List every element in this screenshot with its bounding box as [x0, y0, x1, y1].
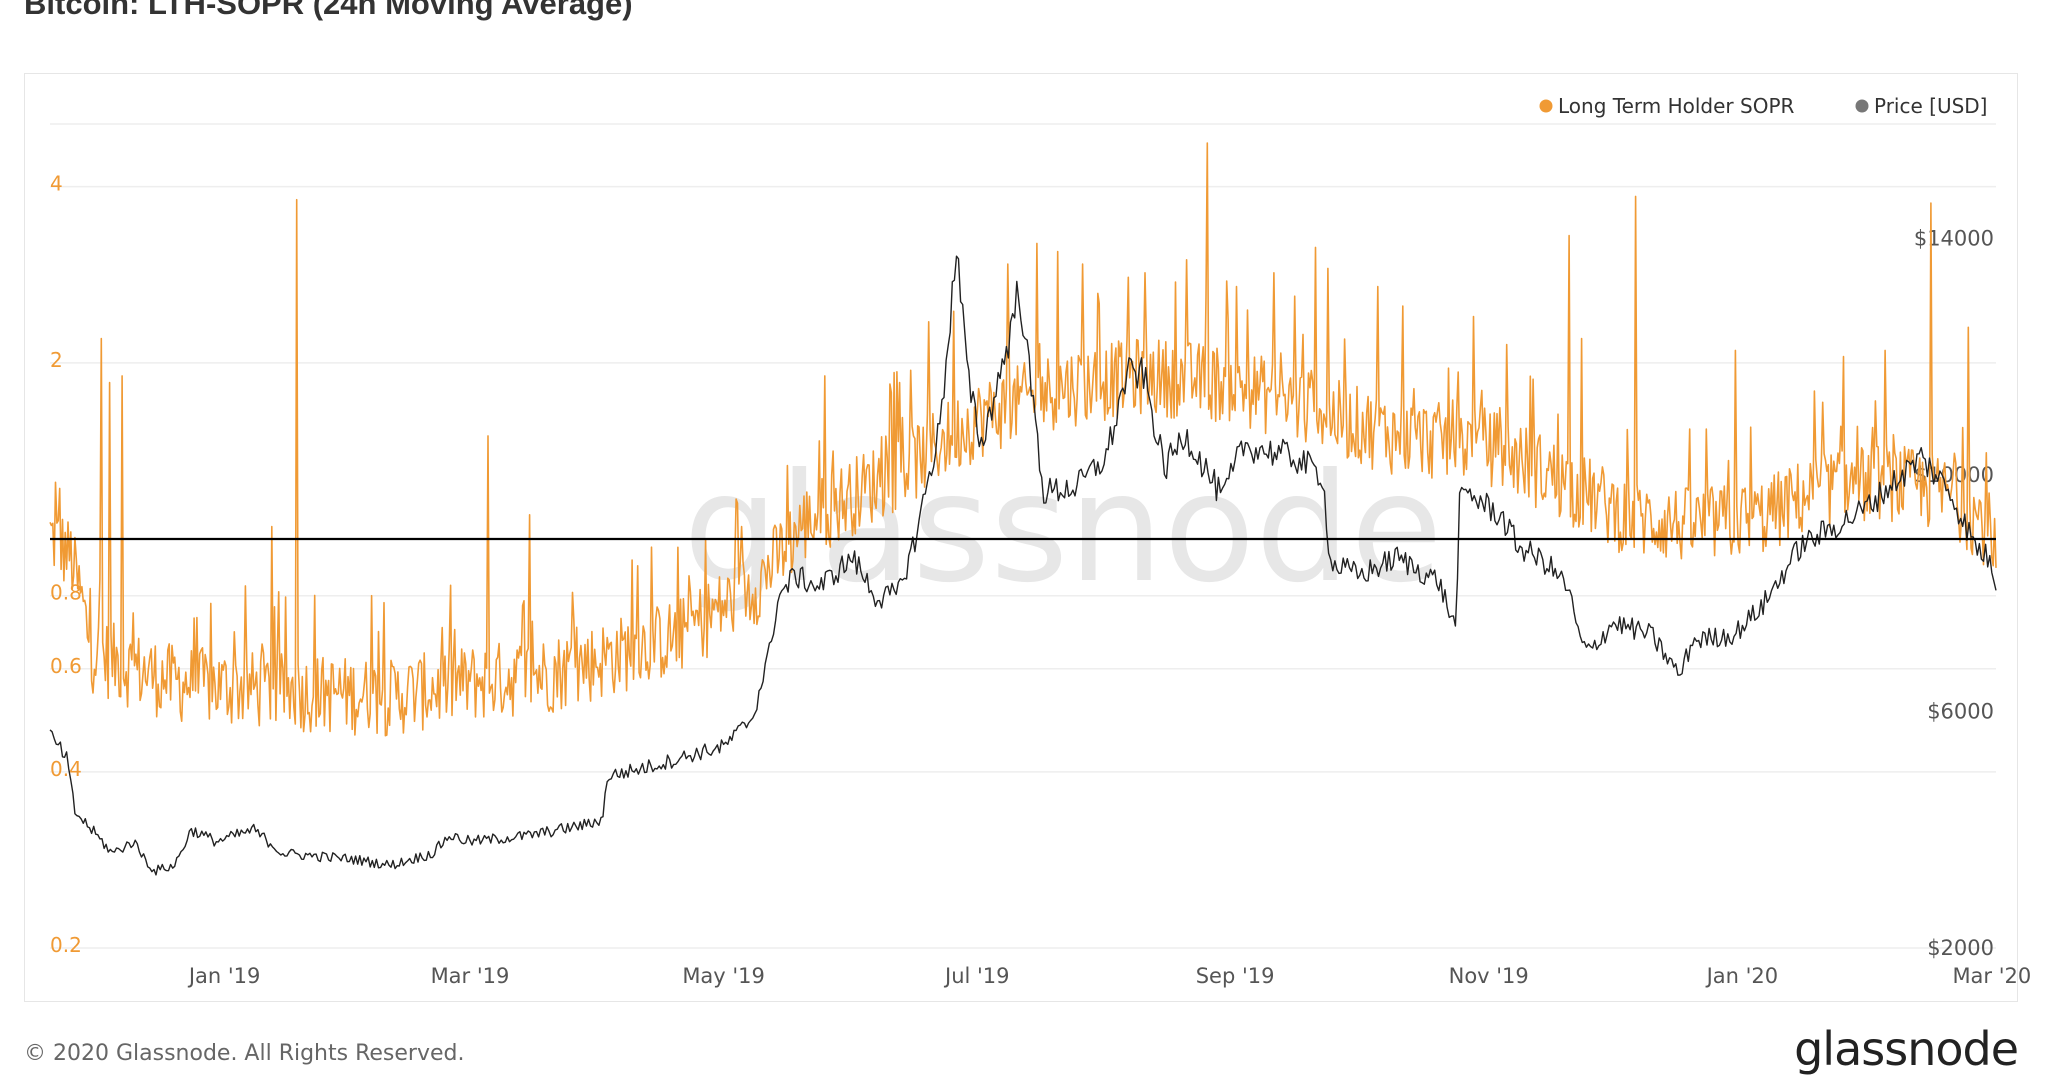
y-right-tick-label: $6000	[1927, 699, 1994, 723]
y-right-tick-label: $2000	[1927, 936, 1994, 960]
x-tick-label: Sep '19	[1196, 964, 1275, 988]
x-tick-label: Jan '20	[1705, 964, 1779, 988]
y-left-tick-label: 0.6	[50, 654, 82, 678]
y-left-tick-label: 0.4	[50, 757, 82, 781]
x-tick-label: Nov '19	[1449, 964, 1529, 988]
chart-title: Bitcoin: LTH-SOPR (24h Moving Average)	[24, 0, 633, 21]
x-tick-label: Mar '19	[431, 964, 510, 988]
y-right-tick-label: $14000	[1914, 226, 1994, 250]
legend-label: Long Term Holder SOPR	[1558, 94, 1795, 118]
x-tick-label: May '19	[682, 964, 765, 988]
legend-marker	[1539, 99, 1553, 113]
copyright-footer: © 2020 Glassnode. All Rights Reserved.	[24, 1041, 465, 1066]
x-tick-label: Mar '20	[1952, 964, 2031, 988]
x-tick-label: Jan '19	[187, 964, 261, 988]
y-left-tick-label: 4	[50, 172, 63, 196]
chart-frame	[24, 73, 2018, 1002]
y-left-tick-label: 0.2	[50, 933, 82, 957]
series-line-price	[49, 255, 1997, 876]
legend-marker	[1855, 99, 1869, 113]
watermark: glassnode	[683, 442, 1442, 616]
series-line-sopr	[49, 142, 1997, 737]
x-tick-label: Jul '19	[943, 964, 1010, 988]
glassnode-logo: glassnode	[1794, 1022, 2019, 1076]
y-left-tick-label: 2	[50, 348, 63, 372]
legend-label: Price [USD]	[1874, 94, 1988, 118]
y-left-tick-label: 0.8	[50, 581, 82, 605]
